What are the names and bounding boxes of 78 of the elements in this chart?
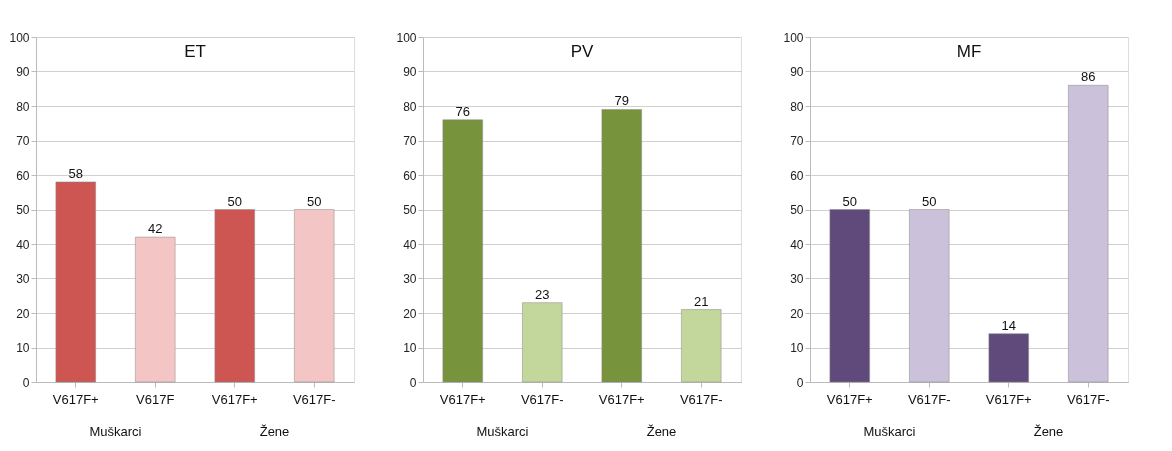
x-tick-label: V617F+	[598, 391, 645, 407]
x-tick-label: V617F+	[439, 391, 486, 407]
y-tick-label: 80	[403, 99, 417, 114]
data-label: 21	[694, 293, 709, 309]
bar	[1068, 85, 1109, 383]
x-tick-label: V617F-	[292, 391, 336, 407]
x-tick-label: V617F-	[520, 391, 564, 407]
bar	[294, 209, 335, 383]
data-label: 50	[307, 193, 322, 209]
x-tick-label: V617F+	[52, 391, 99, 407]
y-tick-label: 70	[403, 134, 417, 148]
bar	[442, 119, 483, 383]
x-tick-label: V617F+	[985, 391, 1032, 407]
chart-title: ET	[184, 42, 206, 61]
text: Muškarci	[863, 424, 916, 439]
y-tick-label: 70	[790, 134, 804, 148]
bar	[681, 309, 722, 383]
y-tick-label: 30	[403, 272, 417, 286]
data-label: 42	[148, 221, 163, 237]
data-label: 14	[1001, 317, 1016, 333]
x-tick-label: V617F-	[679, 391, 723, 407]
y-tick-label: 100	[783, 30, 804, 45]
chart-title: PV	[570, 42, 594, 61]
bar	[988, 333, 1029, 383]
x-tick-label: V617F-	[1066, 391, 1110, 407]
y-tick-label: 80	[16, 99, 30, 114]
bar	[909, 209, 950, 383]
y-tick-label: 90	[16, 65, 30, 79]
data-label: 50	[842, 193, 857, 209]
data-label: 86	[1081, 69, 1096, 85]
y-tick-label: 50	[403, 203, 417, 217]
x-tick-label: V617F	[136, 391, 175, 407]
data-label: 58	[68, 165, 83, 181]
y-tick-label: 10	[790, 341, 804, 355]
data-label: 79	[614, 93, 629, 109]
text: Žene	[259, 424, 290, 439]
text: Muškarci	[89, 424, 142, 439]
y-tick-label: 60	[790, 168, 804, 183]
y-tick-label: 70	[16, 134, 30, 148]
y-tick-label: 20	[403, 306, 417, 321]
y-tick-label: 10	[16, 341, 30, 355]
text: Žene	[646, 424, 677, 439]
y-tick-label: 40	[790, 237, 804, 252]
x-tick-label: V617F+	[211, 391, 258, 407]
text: Žene	[1033, 424, 1064, 439]
data-label: 76	[455, 103, 470, 119]
data-label: 50	[227, 193, 242, 209]
y-tick-label: 30	[16, 272, 30, 286]
y-tick-label: 20	[16, 306, 30, 321]
bar	[55, 181, 96, 383]
bar	[829, 209, 870, 383]
y-tick-label: 10	[403, 341, 417, 355]
y-tick-label: 100	[396, 30, 417, 45]
data-label: 50	[922, 193, 937, 209]
y-tick-label: 40	[16, 237, 30, 252]
y-tick-label: 40	[403, 237, 417, 252]
y-tick-label: 100	[9, 30, 30, 45]
bar	[522, 302, 563, 383]
bar	[214, 209, 255, 383]
bar	[601, 109, 642, 383]
y-tick-label: 0	[409, 375, 417, 390]
y-tick-label: 60	[403, 168, 417, 183]
data-label: 23	[535, 286, 550, 302]
x-tick-label: V617F+	[826, 391, 873, 407]
y-tick-label: 50	[790, 203, 804, 217]
y-tick-label: 0	[22, 375, 30, 390]
y-tick-label: 30	[790, 272, 804, 286]
y-tick-label: 90	[403, 65, 417, 79]
text: Muškarci	[476, 424, 529, 439]
y-tick-label: 90	[790, 65, 804, 79]
y-tick-label: 60	[16, 168, 30, 183]
y-tick-label: 0	[796, 375, 804, 390]
y-tick-label: 80	[790, 99, 804, 114]
y-tick-label: 50	[16, 203, 30, 217]
bar	[135, 236, 176, 383]
y-tick-label: 20	[790, 306, 804, 321]
chart-title: MF	[956, 42, 982, 61]
x-tick-label: V617F-	[907, 391, 951, 407]
